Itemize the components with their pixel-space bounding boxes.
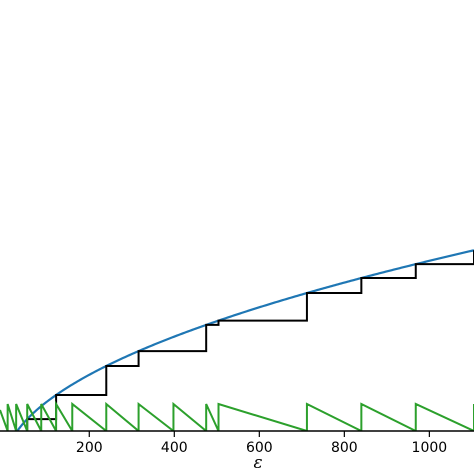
x-tick-label: 200 — [76, 440, 103, 456]
x-tick-label: 800 — [331, 440, 358, 456]
x-tick-label: 600 — [246, 440, 273, 456]
x-axis-label: ε — [253, 453, 262, 473]
series-staircase-line — [26, 250, 474, 431]
series-smooth-line — [15, 249, 474, 431]
series-sawtooth-line — [0, 400, 474, 431]
x-tick-label: 400 — [161, 440, 188, 456]
x-tick-label: 1000 — [412, 440, 448, 456]
